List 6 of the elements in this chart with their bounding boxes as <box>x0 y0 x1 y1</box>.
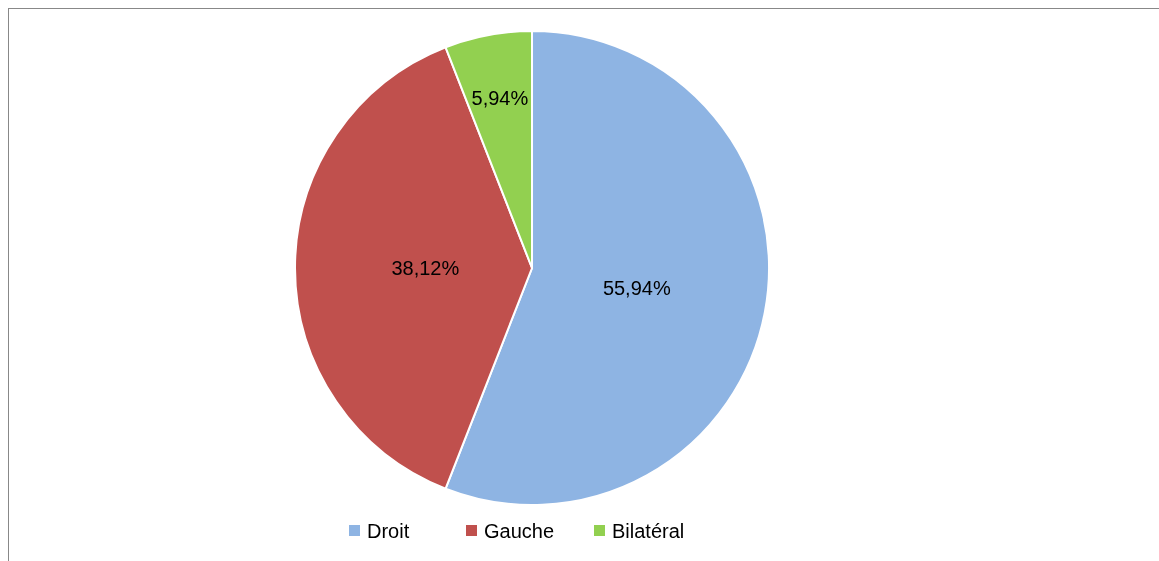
data-label: 5,94% <box>471 86 529 109</box>
data-label: 55,94% <box>602 276 671 299</box>
legend-label: Bilatéral <box>612 520 685 542</box>
legend-label: Droit <box>367 520 410 542</box>
data-label: 38,12% <box>391 257 460 279</box>
legend-label: Gauche <box>484 520 555 542</box>
